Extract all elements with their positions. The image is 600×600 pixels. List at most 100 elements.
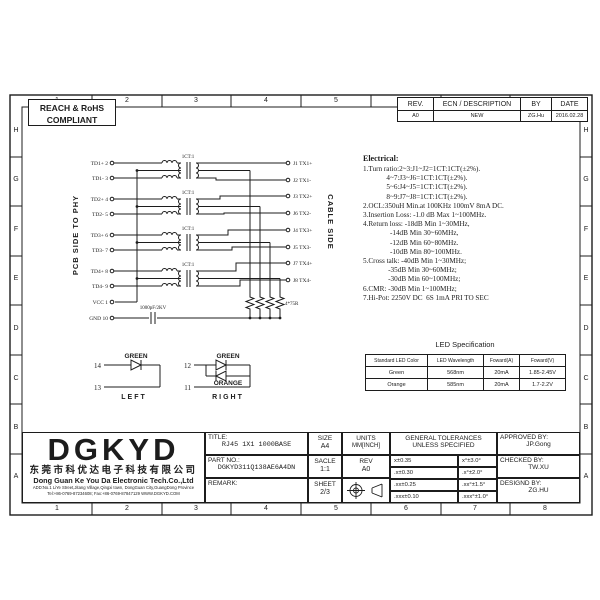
sheet-frame (9, 94, 593, 516)
tolerances-title-line2: UNLESS SPECIFIED (412, 442, 475, 449)
led-orange-color: Orange (365, 378, 428, 391)
capacitor-value-label: 1000pF/2KV (140, 306, 167, 311)
rev-value-tb: A0 (361, 466, 371, 473)
projection-symbol-cell (342, 478, 390, 503)
company-contact: Tel:+86-0769-87234608; Fax:+86-0769-8784… (47, 490, 180, 496)
left-pin-td1p: TD1+ 2 (91, 161, 109, 167)
led-spec-header-current: Foward(A) (483, 354, 520, 367)
checked-by-label: CHECKED BY: (500, 457, 544, 464)
checked-by-value: TW.XU (528, 464, 549, 471)
electrical-note-line: 7.Hi-Pot: 2250V DC 6S 1mA PRI TO SEC (363, 293, 489, 302)
led-circuit-left (104, 359, 161, 388)
right-pin-j5: J5 TX3- (293, 245, 311, 251)
size-value: A4 (320, 443, 330, 450)
right-pin-j7: J7 TX4+ (293, 261, 312, 267)
title-value: RJ45 1X1 1000BASE (221, 441, 292, 449)
rev-label: REV (359, 458, 373, 465)
projection-symbol-icon (347, 482, 383, 499)
tol-linear-4: .xxx±0.10 (390, 491, 458, 503)
zone-row-right-h: H (583, 127, 589, 134)
transformer-ratio-2: 1CT:1 (182, 191, 195, 196)
led-green-color: Green (365, 366, 428, 379)
electrical-note-line: -10dB Min 80~100MHz. (363, 247, 462, 256)
led-right-top-color-label: GREEN (216, 353, 239, 360)
right-pin-j2: J2 TX1- (293, 178, 311, 184)
electrical-note-line: 5~6:J4~J5=1CT:1CT(±2%). (363, 183, 468, 192)
zone-ticks-right (580, 156, 592, 455)
led-spec-row-orange: Orange 585nm 20mA 1.7-2.2V (365, 378, 566, 391)
zone-row-right-g: G (583, 176, 589, 183)
led-spec-row-green: Green 568nm 20mA 1.85-2.45V (365, 366, 566, 379)
led-orange-voltage: 1.7-2.2V (519, 378, 566, 391)
output-wires (196, 162, 286, 287)
zone-col-top-2: 2 (125, 97, 129, 104)
transformer-ratio-3: 1CT:1 (182, 227, 195, 232)
led-green-wavelength: 568nm (427, 366, 484, 379)
zone-col-bot-3: 3 (194, 505, 198, 512)
left-pin-td1m: TD1- 3 (92, 176, 108, 182)
rev-value: A0 (397, 110, 434, 122)
zone-col-top-5: 5 (334, 97, 338, 104)
left-pin-td3p: TD3+ 6 (91, 233, 109, 239)
led-spec-header-wavelength: LED Wavelength (427, 354, 484, 367)
led-spec-table: Standard LED Color LED Wavelength Foward… (365, 354, 566, 391)
led-green-current: 20mA (483, 366, 520, 379)
transformer-ratio-1: 1CT:1 (182, 155, 195, 160)
rev-cell: REV A0 (342, 455, 390, 478)
tol-angular-1: x°±3.0° (458, 455, 497, 467)
compliance-line2: COMPLIANT (46, 115, 98, 125)
tolerances-header-cell: GENERAL TOLERANCES UNLESS SPECIFIED (390, 432, 497, 455)
left-pin-td2m: TD2- 5 (92, 212, 108, 218)
right-pin-j3: J3 TX2+ (293, 194, 312, 200)
designed-by-cell: DESIGND BY: ZG.HU (497, 478, 580, 503)
led-orange-current: 20mA (483, 378, 520, 391)
zone-col-bot-7: 7 (473, 505, 477, 512)
zone-ticks-left (10, 156, 22, 455)
sheet-value: 2/3 (320, 489, 330, 496)
by-col-header: BY (520, 97, 552, 111)
left-pin-td4m: TD4- 9 (92, 284, 108, 290)
approved-by-cell: APPROVED BY: JP.Gong (497, 432, 580, 455)
zone-ticks-bottom (91, 503, 511, 515)
units-cell: UNITS MM[INCH] (342, 432, 390, 455)
revision-header-row: REV. ECN / DESCRIPTION BY DATE (397, 97, 588, 111)
date-value: 2016.02.28 (551, 110, 588, 122)
led-spec-header-color: Standard LED Color (365, 354, 428, 367)
electrical-note-line: 3.Insertion Loss: -1.0 dB Max 1~100MHz. (363, 211, 487, 220)
size-cell: SIZE A4 (308, 432, 342, 455)
sheet-cell: SHEET 2/3 (308, 478, 342, 503)
sheet-label: SHEET (314, 481, 336, 488)
zone-col-top-4: 4 (264, 97, 268, 104)
zone-row-right-a: A (583, 473, 589, 480)
part-no-label: PART NO.: (208, 457, 240, 464)
led-spec-header-voltage: Foward(V) (519, 354, 566, 367)
capacitor (150, 312, 156, 324)
scale-label: SACLE (314, 458, 336, 465)
led-spec-title: LED Specification (435, 340, 495, 349)
zone-row-right-e: E (583, 275, 589, 282)
part-no-cell: PART NO.: DGKYD311Q138AE6A4DN (205, 455, 308, 478)
compliance-line1: REACH & RoHS (39, 103, 105, 113)
left-pin-vcc: VCC 1 (93, 300, 109, 306)
led-right-pin-12: 12 (184, 362, 192, 370)
tol-angular-2: .x°±2.0° (458, 467, 497, 479)
left-pin-td2p: TD2+ 4 (91, 197, 109, 203)
common-mode-chokes (161, 160, 178, 287)
tol-angular-4: .xxx°±1.0° (458, 491, 497, 503)
left-pin-gnd: GND 10 (89, 316, 108, 322)
zone-col-bot-1: 1 (55, 505, 59, 512)
zone-row-right-b: B (583, 424, 589, 431)
led-left-pin-13: 13 (94, 384, 102, 392)
zone-col-bot-8: 8 (543, 505, 547, 512)
electrical-notes-title: Electrical: (363, 154, 399, 163)
zone-row-left-h: H (13, 127, 19, 134)
tolerances-title-line1: GENERAL TOLERANCES (405, 435, 482, 442)
zone-row-right-d: D (583, 325, 589, 332)
units-label: UNITS (356, 435, 376, 442)
tol-linear-2: .x±0.30 (390, 467, 458, 479)
pcb-side-label: PCB SIDE TO PHY (71, 195, 80, 275)
compliance-box: REACH & RoHS COMPLIANT (28, 99, 116, 126)
electrical-note-line: 4~7:J3~J6=1CT:1CT(±2%). (363, 174, 468, 183)
led-right-position-label: RIGHT (212, 394, 244, 401)
